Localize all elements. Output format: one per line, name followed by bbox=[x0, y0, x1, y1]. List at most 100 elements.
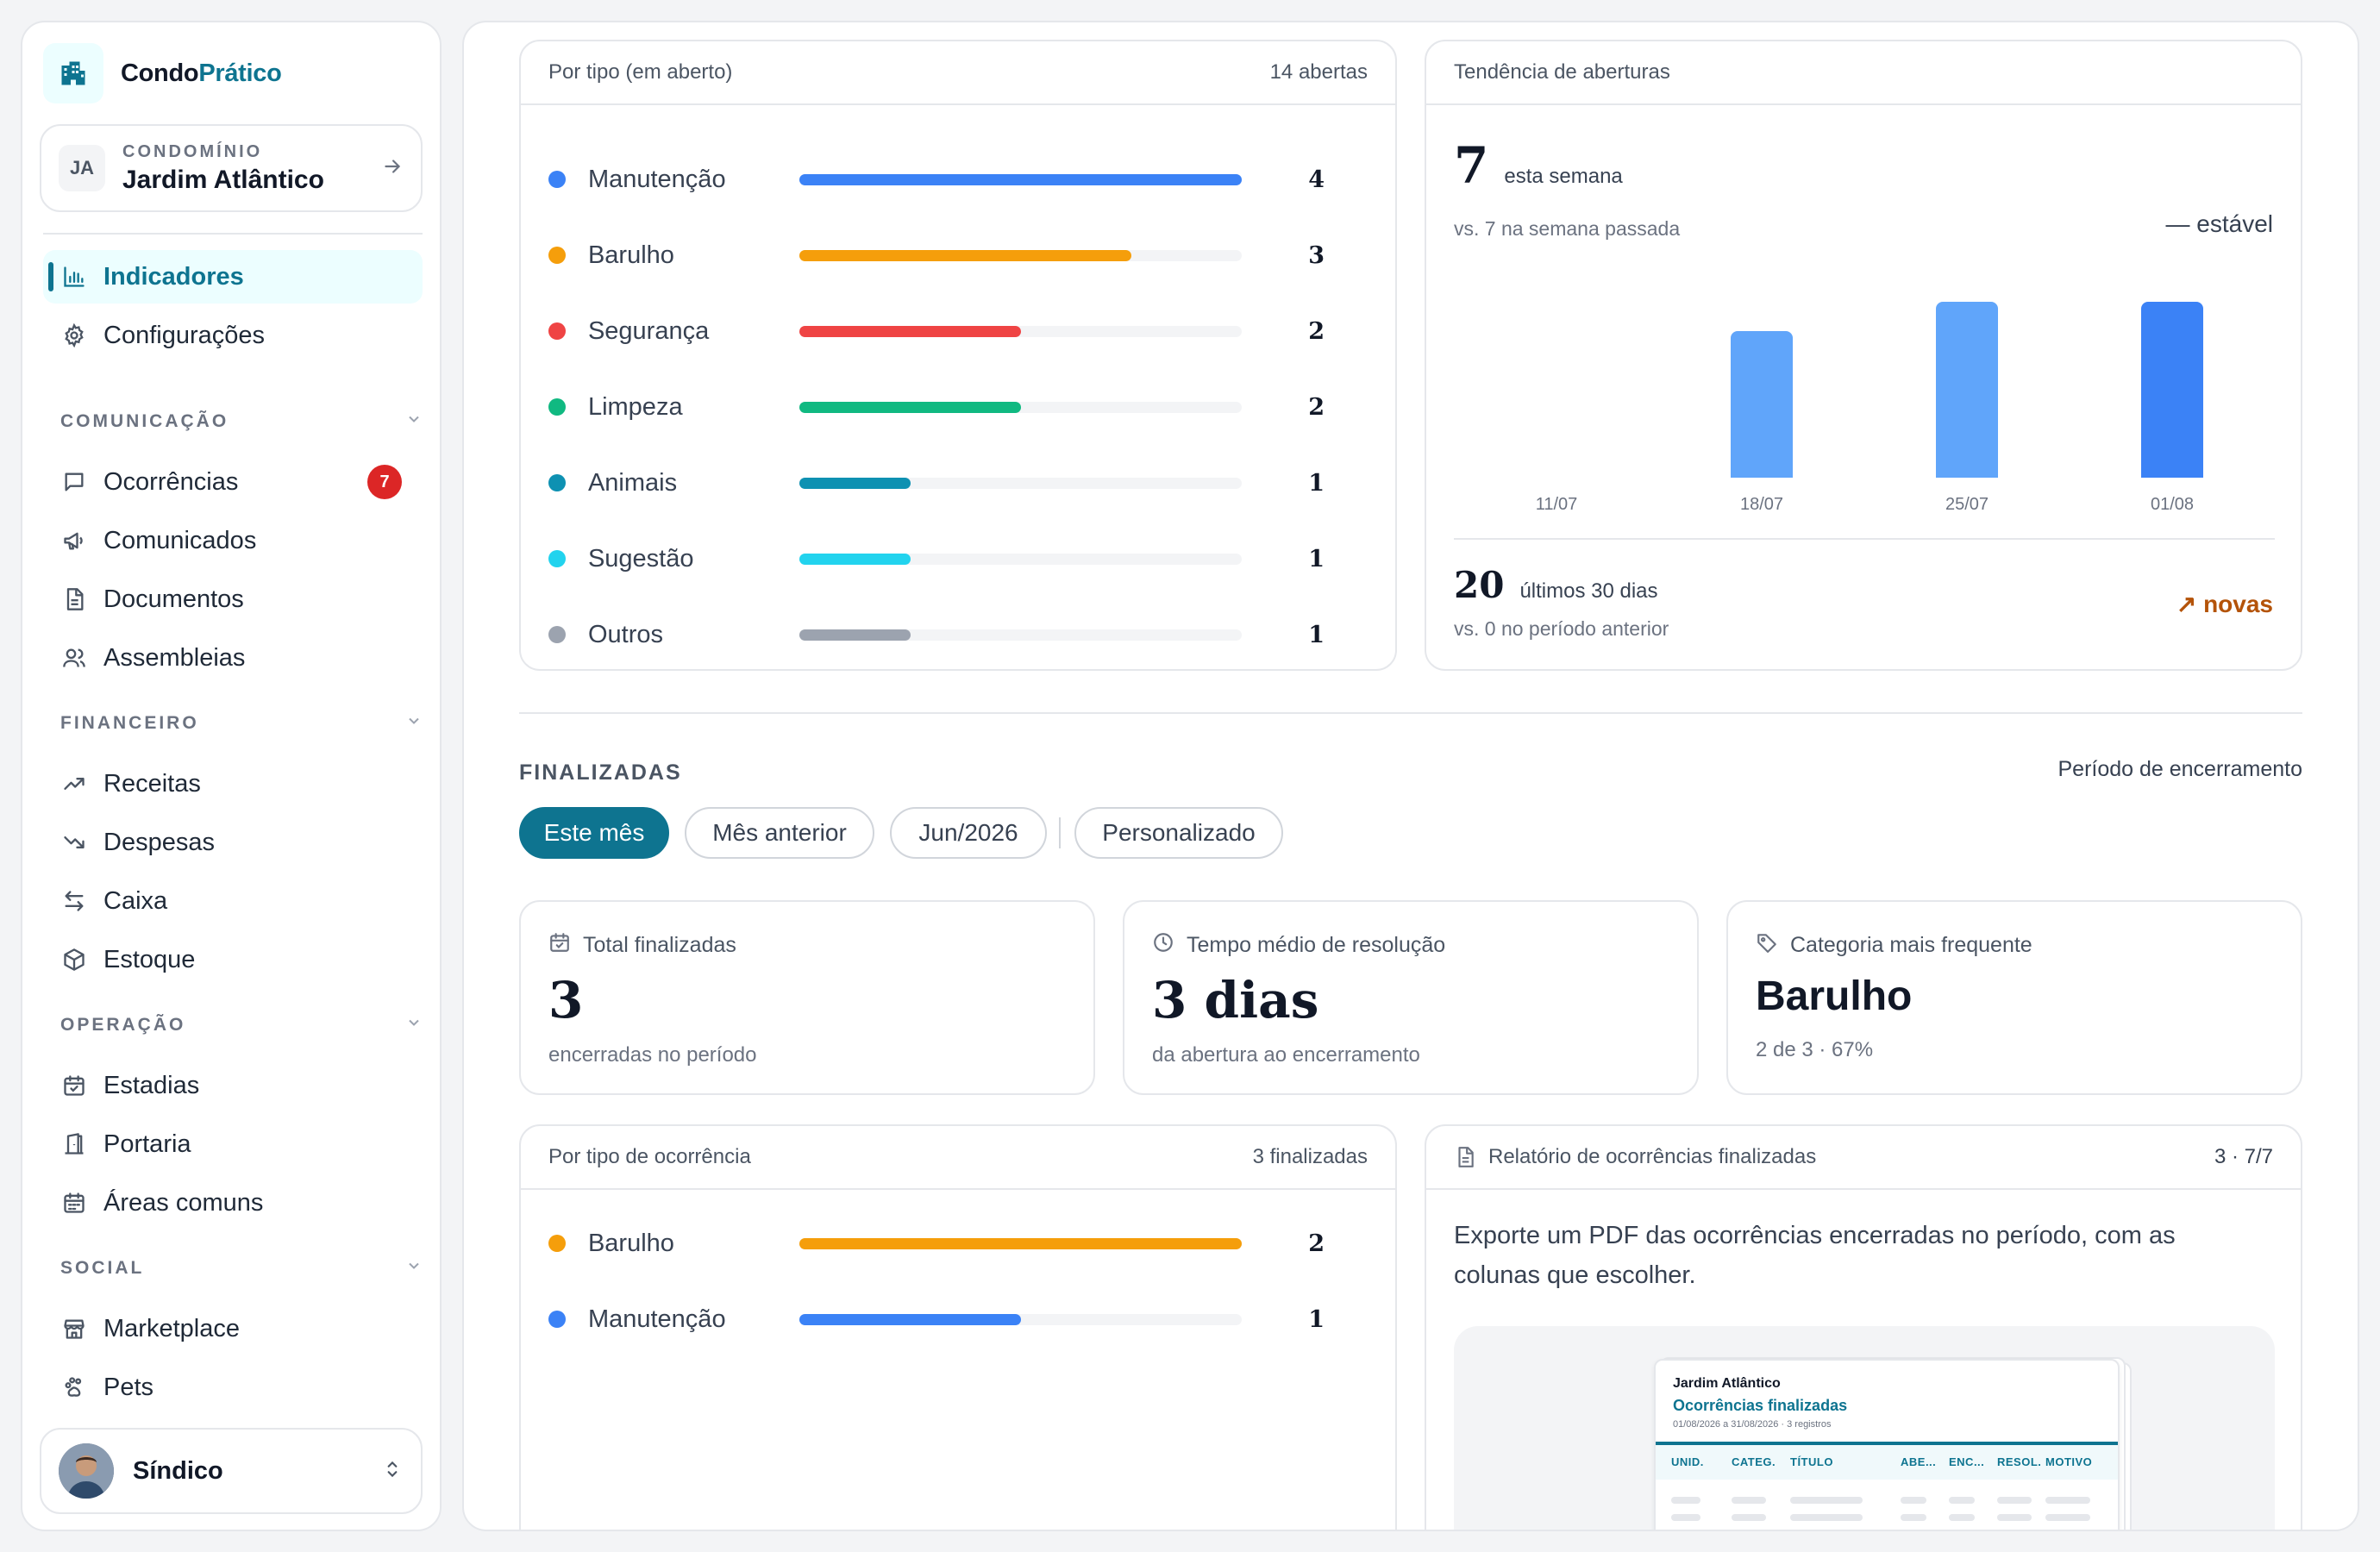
section-financeiro[interactable]: FINANCEIRO bbox=[60, 712, 423, 735]
pill-este-mes[interactable]: Este mês bbox=[519, 807, 669, 859]
building-icon bbox=[43, 43, 103, 103]
bar-row: Animais 1 bbox=[548, 466, 1325, 500]
section-social[interactable]: SOCIAL bbox=[60, 1257, 423, 1280]
legend-dot bbox=[548, 1311, 566, 1328]
nav-item-areas-comuns[interactable]: Áreas comuns bbox=[43, 1176, 423, 1230]
ocorrencias-badge: 7 bbox=[367, 465, 402, 499]
chevron-up-down-icon bbox=[381, 1458, 404, 1485]
nav-item-configuracoes[interactable]: Configurações bbox=[43, 309, 423, 362]
condo-label: CONDOMÍNIO bbox=[122, 141, 263, 161]
pdf-col-motivo: MOTIVO bbox=[2045, 1455, 2093, 1468]
nav-item-receitas[interactable]: Receitas bbox=[43, 757, 423, 810]
trend-bar bbox=[1936, 302, 1998, 478]
user-menu[interactable]: Síndico bbox=[40, 1428, 423, 1514]
pdf-header-bg bbox=[1656, 1445, 2118, 1480]
bar-count: 3 bbox=[1308, 241, 1325, 269]
bar-fill bbox=[799, 401, 1021, 413]
legend-dot bbox=[548, 171, 566, 188]
stat-categoria-frequente: Categoria mais frequente Barulho 2 de 3 … bbox=[1726, 900, 2302, 1095]
bar-row: Manutenção 4 bbox=[548, 162, 1325, 197]
megaphone-icon bbox=[60, 527, 88, 554]
finalizadas-title: FINALIZADAS bbox=[519, 760, 682, 785]
nav-item-pets[interactable]: Pets bbox=[43, 1361, 423, 1414]
nav-item-assembleias[interactable]: Assembleias bbox=[43, 631, 423, 685]
section-comunicacao[interactable]: COMUNICAÇÃO bbox=[60, 410, 423, 433]
nav-item-marketplace[interactable]: Marketplace bbox=[43, 1302, 423, 1355]
nav-item-comunicados[interactable]: Comunicados bbox=[43, 514, 423, 567]
closed-by-type-card: Por tipo de ocorrência 3 finalizadas Bar… bbox=[519, 1124, 1397, 1530]
pill-jun-2026[interactable]: Jun/2026 bbox=[890, 807, 1047, 859]
bar-row: Barulho 3 bbox=[548, 238, 1325, 272]
stat-sub: da abertura ao encerramento bbox=[1152, 1043, 1420, 1067]
trend-tick-label: 25/07 bbox=[1945, 495, 1989, 514]
legend-dot bbox=[548, 398, 566, 416]
brand[interactable]: CondoPrático bbox=[43, 43, 282, 103]
nav-item-estadias[interactable]: Estadias bbox=[43, 1059, 423, 1112]
bar-label: Barulho bbox=[587, 1229, 674, 1257]
stat-tempo-medio: Tempo médio de resolução 3 dias da abert… bbox=[1123, 900, 1699, 1095]
nav-item-caixa[interactable]: Caixa bbox=[43, 874, 423, 928]
pdf-page: Jardim Atlântico Ocorrências finalizadas… bbox=[1654, 1359, 2120, 1530]
chevron-down-icon bbox=[405, 1014, 423, 1036]
gear-icon bbox=[60, 322, 88, 349]
calendar-check-icon bbox=[548, 931, 583, 960]
month-value: 20 bbox=[1454, 564, 1505, 606]
bar-count: 1 bbox=[1308, 545, 1325, 573]
legend-dot bbox=[548, 550, 566, 567]
pill-separator bbox=[1059, 817, 1061, 848]
section-operacao[interactable]: OPERAÇÃO bbox=[60, 1014, 423, 1036]
paw-icon bbox=[60, 1374, 88, 1401]
card-count: 3 finalizadas bbox=[1252, 1145, 1368, 1168]
card-title: Tendência de aberturas bbox=[1454, 60, 1670, 84]
stat-value: 3 dias bbox=[1152, 971, 1319, 1029]
nav-item-ocorrencias[interactable]: Ocorrências 7 bbox=[43, 455, 423, 509]
bar-track bbox=[799, 1237, 1243, 1249]
pdf-title: Ocorrências finalizadas bbox=[1673, 1397, 1848, 1414]
section-divider bbox=[519, 712, 2302, 714]
trend-tick-label: 11/07 bbox=[1535, 495, 1578, 514]
card-count: 3 · 7/7 bbox=[2214, 1145, 2273, 1168]
condo-selector[interactable]: JA CONDOMÍNIO Jardim Atlântico bbox=[40, 124, 423, 212]
bar-row: Barulho 2 bbox=[548, 1226, 1325, 1261]
nav-item-estoque[interactable]: Estoque bbox=[43, 933, 423, 986]
pdf-col-categ: CATEG. bbox=[1732, 1455, 1776, 1468]
bar-row: Outros 1 bbox=[548, 617, 1325, 652]
card-count: 14 abertas bbox=[1269, 60, 1368, 84]
nav-item-despesas[interactable]: Despesas bbox=[43, 816, 423, 869]
users-icon bbox=[60, 644, 88, 672]
sidebar-divider bbox=[43, 233, 423, 235]
bar-row: Manutenção 1 bbox=[548, 1302, 1325, 1336]
week-status: — estável bbox=[2165, 210, 2274, 237]
sidebar: CondoPrático JA CONDOMÍNIO Jardim Atlânt… bbox=[21, 21, 442, 1531]
pill-personalizado[interactable]: Personalizado bbox=[1074, 807, 1283, 859]
legend-dot bbox=[548, 247, 566, 264]
calendar-icon bbox=[60, 1189, 88, 1217]
bar-label: Animais bbox=[587, 468, 678, 497]
nav-item-portaria[interactable]: Portaria bbox=[43, 1117, 423, 1171]
nav-item-documentos[interactable]: Documentos bbox=[43, 573, 423, 626]
trend-tick-label: 18/07 bbox=[1739, 495, 1784, 514]
bar-label: Manutenção bbox=[587, 1305, 726, 1333]
legend-dot bbox=[548, 1235, 566, 1252]
message-icon bbox=[60, 468, 88, 496]
bar-fill bbox=[799, 1237, 1243, 1249]
open-by-type-card: Por tipo (em aberto) 14 abertas Manutenç… bbox=[519, 40, 1397, 671]
bar-label: Manutenção bbox=[587, 165, 726, 193]
month-label: últimos 30 dias bbox=[1519, 579, 1658, 603]
bar-fill bbox=[799, 629, 911, 641]
condo-name: Jardim Atlântico bbox=[122, 165, 324, 194]
condo-initials: JA bbox=[59, 145, 105, 191]
pill-mes-anterior[interactable]: Mês anterior bbox=[685, 807, 874, 859]
chart-icon bbox=[60, 263, 88, 291]
tag-icon bbox=[1756, 931, 1790, 960]
pdf-col-enc: ENC... bbox=[1949, 1455, 1985, 1468]
door-icon bbox=[60, 1130, 88, 1158]
card-title: Por tipo de ocorrência bbox=[548, 1145, 751, 1168]
bar-fill bbox=[799, 477, 911, 489]
bar-row: Sugestão 1 bbox=[548, 541, 1325, 576]
bar-label: Sugestão bbox=[587, 544, 694, 573]
chevron-down-icon bbox=[405, 1257, 423, 1280]
trend-bar bbox=[2141, 302, 2203, 478]
nav-item-indicadores[interactable]: Indicadores bbox=[43, 250, 423, 304]
pdf-preview[interactable]: Jardim Atlântico Ocorrências finalizadas… bbox=[1454, 1326, 2275, 1530]
